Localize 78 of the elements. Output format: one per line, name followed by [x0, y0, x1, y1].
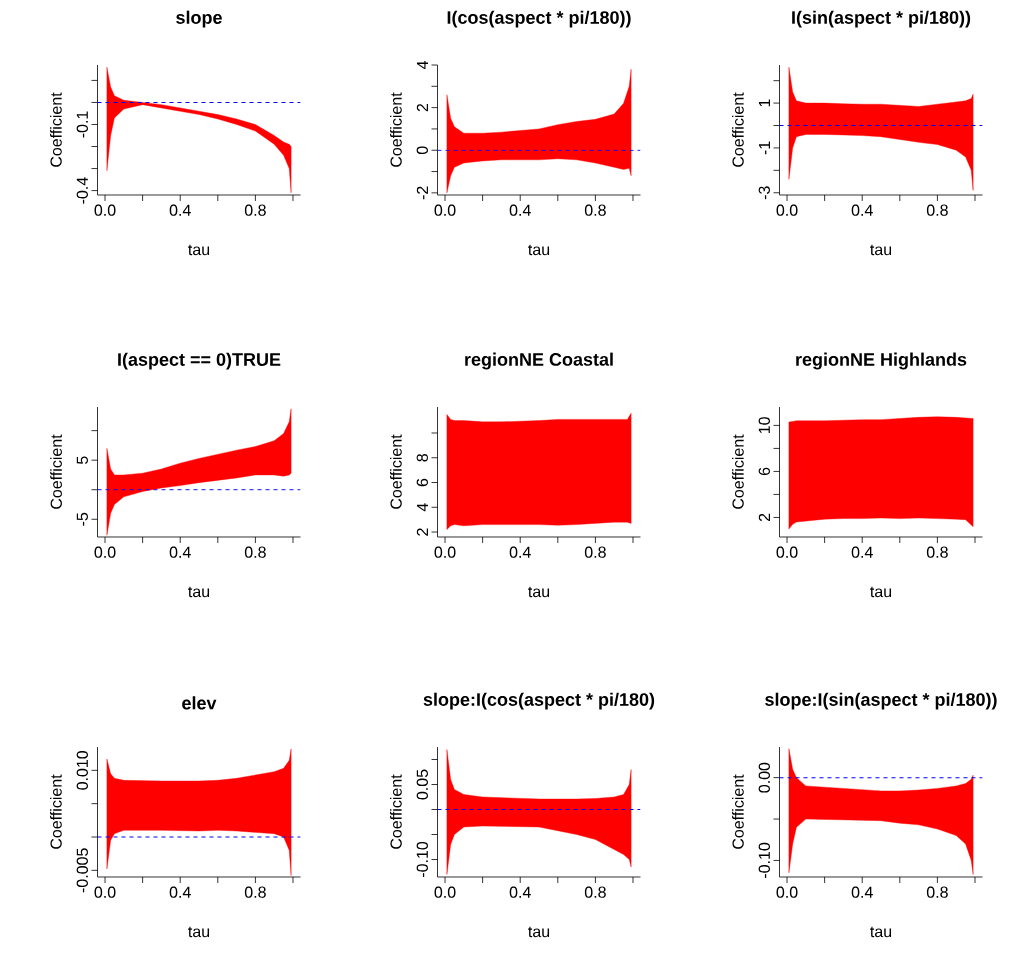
x-axis-title: tau	[870, 586, 892, 598]
y-tick-label: 2	[758, 513, 770, 522]
x-tick-label: 0.8	[584, 204, 606, 216]
x-tick-label: 0.8	[926, 204, 948, 216]
x-tick-label: 0.4	[169, 204, 191, 216]
x-tick-label: 0.8	[584, 546, 606, 558]
y-tick-label: -0.4	[76, 177, 88, 204]
y-tick-label: -0.1	[76, 111, 88, 138]
x-tick-label: 0.8	[926, 886, 948, 898]
x-tick-label: 0.4	[169, 886, 191, 898]
x-axis-title: tau	[870, 244, 892, 256]
x-tick-label: 0.0	[776, 886, 798, 898]
y-tick-label: 0.010	[76, 750, 88, 790]
x-tick-label: 0.0	[776, 546, 798, 558]
x-axis-title: tau	[188, 926, 210, 938]
y-tick-label: 1	[758, 99, 770, 107]
y-tick-label: -3	[758, 186, 770, 200]
x-tick-label: 0.8	[244, 204, 266, 216]
y-tick-label: 6	[758, 467, 770, 476]
y-tick-label: 8	[416, 454, 428, 462]
y-tick-label: 0	[416, 146, 428, 155]
x-tick-label: 0.0	[94, 886, 116, 898]
y-axis-title: Coefficient	[732, 92, 744, 167]
x-tick-label: 0.0	[434, 204, 456, 216]
y-tick-label: -0.10	[758, 842, 770, 878]
x-tick-label: 0.4	[169, 546, 191, 558]
chart-title: I(sin(aspect * pi/180))	[792, 10, 971, 28]
x-axis-title: tau	[188, 244, 210, 256]
x-tick-label: 0.8	[584, 886, 606, 898]
x-tick-label: 0.8	[926, 546, 948, 558]
x-tick-label: 0.0	[776, 204, 798, 216]
y-tick-label: 0.05	[416, 769, 428, 800]
y-tick-label: 5	[76, 456, 88, 464]
x-axis-title: tau	[528, 586, 550, 598]
x-axis-title: tau	[528, 926, 550, 938]
x-axis-title: tau	[528, 244, 550, 256]
chart-title: I(aspect == 0)TRUE	[118, 352, 281, 370]
y-axis-title: Coefficient	[390, 92, 402, 167]
y-tick-label: 10	[758, 417, 770, 434]
x-tick-label: 0.4	[509, 886, 531, 898]
x-tick-label: 0.4	[509, 204, 531, 216]
x-tick-label: 0.0	[94, 546, 116, 558]
x-tick-label: 0.4	[851, 886, 873, 898]
chart-title: slope:I(sin(aspect * pi/180))	[765, 692, 997, 710]
y-tick-label: -5	[76, 512, 88, 526]
chart-title: regionNE Coastal	[465, 352, 613, 370]
chart-title: slope	[176, 10, 222, 28]
chart-title: slope:I(cos(aspect * pi/180)	[423, 692, 655, 710]
y-tick-label: 2	[416, 103, 428, 112]
y-tick-label: 0.00	[758, 762, 770, 793]
chart-title: elev	[182, 696, 217, 710]
y-tick-label: -2	[416, 186, 428, 200]
x-tick-label: 0.4	[851, 546, 873, 558]
x-tick-label: 0.0	[434, 886, 456, 898]
y-tick-label: 6	[416, 478, 428, 487]
y-tick-label: -1	[758, 141, 770, 155]
x-tick-label: 0.0	[434, 546, 456, 558]
chart-title: I(cos(aspect * pi/180))	[447, 10, 631, 28]
x-tick-label: 0.8	[244, 886, 266, 898]
y-tick-label: -0.10	[416, 841, 428, 878]
x-axis-title: tau	[870, 926, 892, 938]
y-axis-title: Coefficient	[50, 434, 62, 509]
x-axis-title: tau	[188, 586, 210, 598]
y-axis-title: Coefficient	[732, 774, 744, 849]
chart-title: regionNE Highlands	[796, 352, 967, 370]
y-axis-title: Coefficient	[732, 434, 744, 509]
y-tick-label: 4	[416, 61, 428, 70]
y-axis-title: Coefficient	[50, 92, 62, 167]
x-tick-label: 0.8	[244, 546, 266, 558]
y-axis-title: Coefficient	[50, 774, 62, 849]
x-tick-label: 0.4	[851, 204, 873, 216]
y-axis-title: Coefficient	[390, 434, 402, 509]
y-tick-label: 4	[416, 503, 428, 512]
y-tick-label: 2	[416, 528, 428, 536]
x-tick-label: 0.0	[94, 204, 116, 216]
x-tick-label: 0.4	[509, 546, 531, 558]
y-axis-title: Coefficient	[390, 774, 402, 849]
y-tick-label: -0.005	[76, 848, 88, 893]
